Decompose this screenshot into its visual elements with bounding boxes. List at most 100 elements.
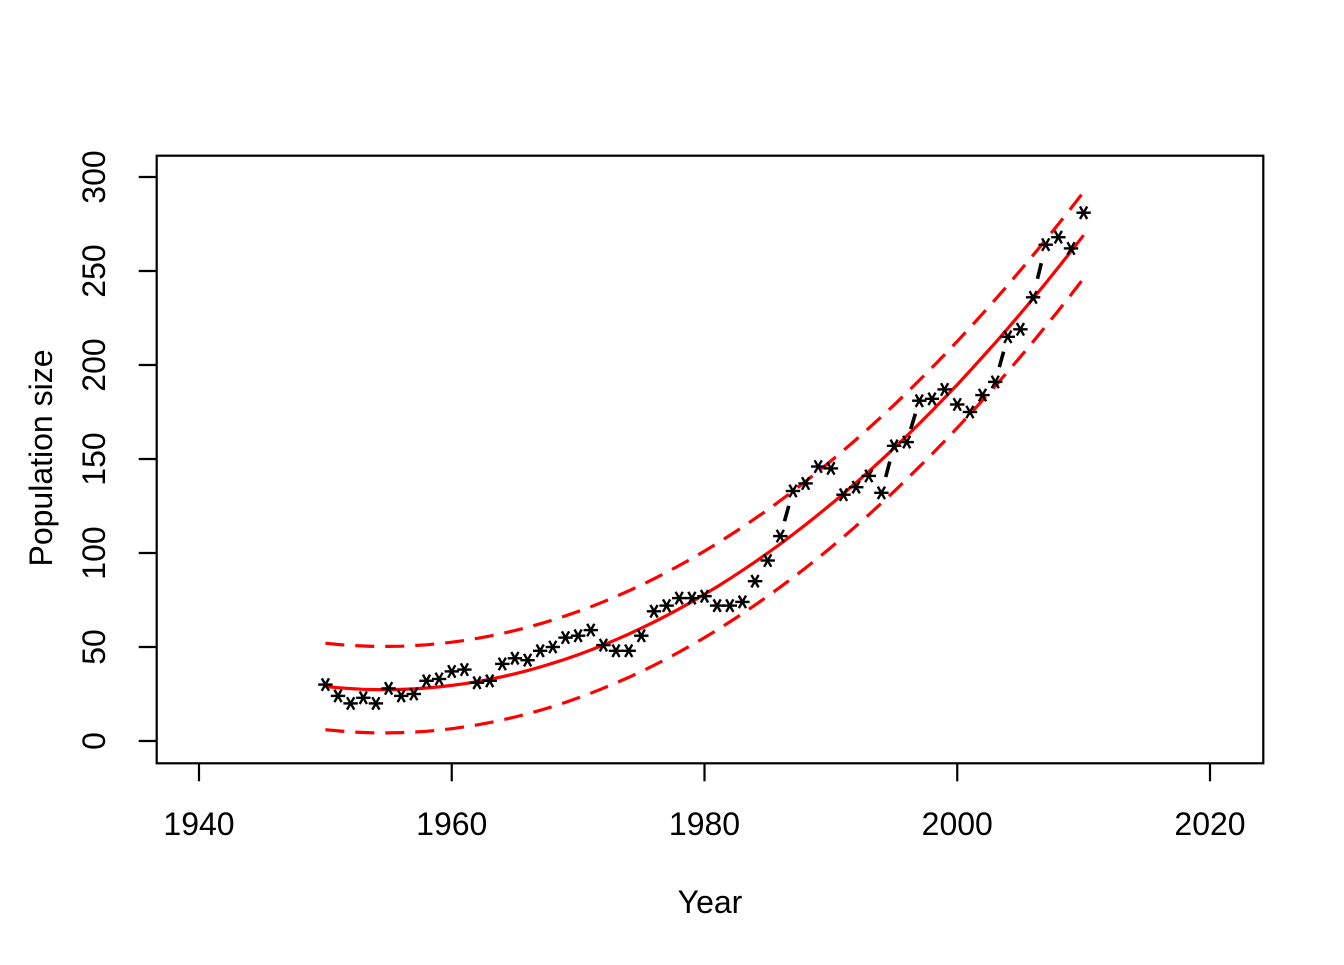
data-point-asterisk [697,589,712,604]
data-point-asterisk [1038,237,1053,252]
asterisk-arm [927,392,937,406]
data-point-asterisk [570,628,586,643]
data-point-asterisk [457,662,472,677]
asterisk-arm [1015,322,1026,337]
data-point-asterisk [634,628,649,643]
asterisk-arm [383,681,394,696]
asterisk-arm [661,598,672,613]
upper-prediction-band [325,190,1085,649]
data-point-asterisk [823,461,839,476]
data-point-asterisk [419,674,434,688]
asterisk-arm [396,689,406,703]
asterisk-arm [472,675,482,690]
y-tick-label: 250 [76,244,112,297]
data-point-asterisk [1076,205,1091,220]
asterisk-arm [1053,230,1063,244]
asterisk-arm [573,628,583,643]
y-axis-title: Population size [23,349,59,566]
data-point-asterisk [1063,241,1079,256]
data-point-asterisk [520,653,535,667]
y-tick-label: 300 [76,150,112,203]
y-tick-label: 50 [76,629,112,665]
asterisk-arm [851,480,861,495]
asterisk-arm [952,397,962,412]
data-point-asterisk [596,638,611,652]
asterisk-arm [333,689,343,703]
data-point-asterisk [431,672,447,686]
asterisk-arm [750,574,760,589]
data-point-asterisk [785,484,801,498]
data-point-asterisk [988,375,1003,389]
y-tick-label: 150 [76,432,112,485]
asterisk-arm [434,672,444,686]
data-point-asterisk [495,657,510,671]
observed-connector-dash [997,351,1006,368]
y-tick-label: 0 [76,732,112,750]
y-tick-label: 100 [76,526,112,579]
data-point-asterisk [318,677,333,692]
asterisk-arm [674,591,684,605]
data-point-asterisk [381,681,396,696]
asterisk-arm [535,643,545,658]
plot-box [155,154,1265,765]
asterisk-arm [1041,237,1051,252]
asterisk-arm [914,393,924,408]
data-point-asterisk [406,687,421,701]
data-point-asterisk [962,405,978,419]
asterisk-arm [522,653,533,667]
asterisk-arm [800,476,811,491]
data-point-asterisk [608,643,624,658]
asterisk-arm [876,486,887,500]
asterisk-arm [421,674,432,688]
asterisk-arm [1028,290,1038,305]
asterisk-arm [636,628,646,643]
data-point-asterisk [1051,230,1066,244]
data-point-asterisk [368,696,384,711]
asterisk-arm [864,469,874,483]
data-point-asterisk [861,469,876,483]
data-point-asterisk [1025,290,1041,305]
data-point-asterisk [886,439,902,453]
data-point-asterisk [848,480,864,495]
data-point-asterisk [722,598,737,613]
lower-prediction-band [325,277,1085,735]
asterisk-arm [586,623,596,637]
data-point-asterisk [659,598,674,613]
x-tick-label: 1980 [669,806,740,842]
asterisk-arm [560,630,571,645]
observed-connector-dash [1035,262,1044,280]
data-point-asterisk [709,598,725,613]
x-tick-label: 2020 [1174,806,1245,842]
asterisk-arm [598,638,609,652]
asterisk-arm [826,461,836,476]
data-point-asterisk [533,643,548,658]
asterisk-arm [345,696,356,711]
asterisk-arm [889,439,899,453]
asterisk-arm [485,674,495,688]
asterisk-arm [624,643,634,658]
asterisk-arm [687,591,697,605]
asterisk-arm [737,595,748,609]
data-point-asterisk [1013,322,1028,337]
asterisk-arm [548,640,558,654]
y-tick-label: 200 [76,338,112,391]
asterisk-arm [775,529,785,543]
x-tick-label: 1960 [416,806,487,842]
data-point-asterisk [975,388,990,402]
data-point-asterisk [394,689,409,703]
observed-connector-dash [782,505,791,522]
data-point-asterisk [482,674,497,688]
asterisk-arm [977,388,988,402]
asterisk-arm [712,598,722,613]
data-point-asterisk [583,623,598,637]
asterisk-arm [838,487,849,502]
data-point-asterisk [444,664,459,679]
data-point-asterisk [937,382,952,397]
data-point-asterisk [507,651,523,666]
x-tick-label: 1940 [163,806,234,842]
asterisk-arm [497,657,507,671]
asterisk-arm [358,690,368,705]
data-point-asterisk [899,435,914,449]
asterisk-arm [990,375,1000,389]
asterisk-arm [1066,241,1076,256]
